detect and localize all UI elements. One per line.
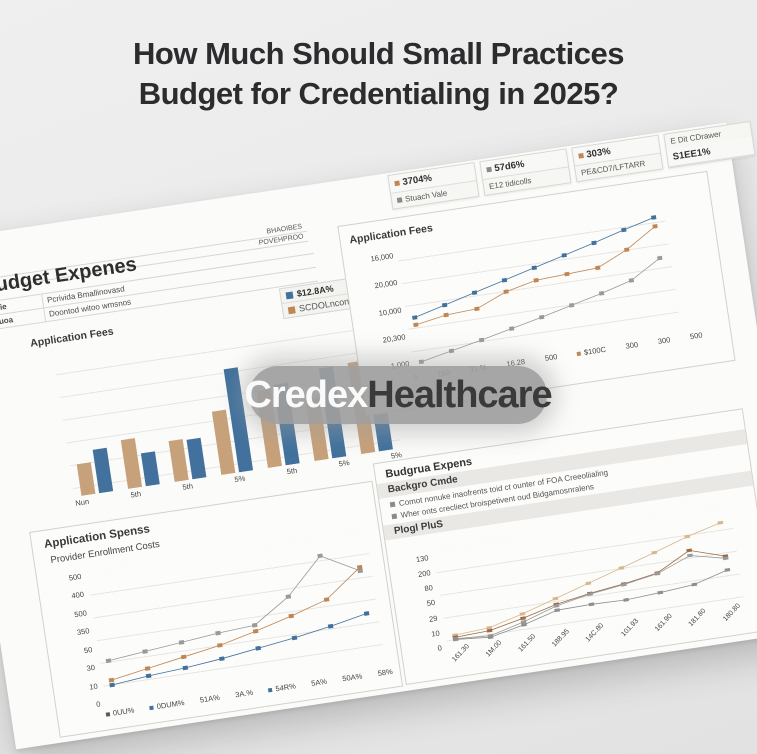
tick-label: 10: [430, 628, 441, 639]
tick-label: 500: [689, 330, 704, 342]
report-sheet: 3704% Stuach Vale 57d6% E12 tidicolls 30…: [0, 120, 757, 750]
stat-value: 3704%: [401, 172, 433, 188]
tick-label: 300: [624, 340, 639, 351]
budget-expens-panel: Budgrua Expens Backgro Cmde Comot nonuke…: [372, 408, 757, 686]
line-chart-canvas: [412, 215, 663, 365]
tick-label: 30: [85, 662, 96, 674]
tick-label: 300: [657, 335, 671, 346]
stat-box: 57d6% E12 tidicolls: [479, 148, 572, 197]
stat-label: Stuach Vale: [404, 188, 448, 204]
stat-value: S1EE1%: [672, 146, 712, 163]
tick-marker-icon: [576, 351, 582, 357]
stat-dot-icon: [396, 197, 403, 204]
tick-label: 5th: [129, 489, 142, 500]
tick-marker-icon: [105, 712, 111, 717]
budget-line-chart: [433, 506, 746, 654]
tick-label: 20,000: [373, 278, 398, 291]
stat-box: 3704% Stuach Vale: [387, 162, 480, 210]
stat-box: E Dit CDrawer S1EE1%: [663, 120, 756, 169]
tick-label: 0: [95, 699, 101, 709]
tick-label: 50: [426, 598, 436, 609]
stat-dot-icon: [578, 152, 584, 159]
tick-label: 0DUM%: [149, 698, 185, 712]
stat-value: 57d6%: [493, 158, 526, 175]
tick-label: 0UU%: [105, 705, 135, 718]
tick-label: 80: [423, 583, 434, 594]
tick-label: 500: [68, 571, 82, 583]
page-title: How Much Should Small Practices Budget f…: [0, 34, 757, 113]
tick-marker-icon: [149, 705, 155, 711]
brand-name-healthcare: Healthcare: [367, 373, 552, 416]
tick-label: 58%: [377, 666, 394, 679]
tick-label: 5%: [338, 457, 351, 469]
enrollment-costs-panel: Application Spenss Provider Enrollment C…: [29, 480, 404, 738]
stat-value: 303%: [585, 145, 612, 161]
tick-label: 5A%: [310, 676, 328, 688]
stat-label: E12 tidicolls: [488, 175, 533, 192]
brand-watermark: Credex Healthcare: [244, 366, 553, 424]
tick-label: 20,300: [382, 332, 407, 345]
brand-name-credex: Credex: [244, 373, 368, 416]
tick-label: 200: [417, 568, 432, 580]
legend-swatch-orange: [287, 306, 296, 315]
tick-label: 3A.%: [234, 687, 254, 700]
tick-label: 500: [73, 608, 88, 620]
tick-label: 400: [70, 590, 85, 601]
stat-box: 303% PE&CD7/LFTARR: [571, 134, 664, 183]
stat-dot-icon: [394, 180, 400, 187]
tick-label: 51A%: [199, 692, 221, 705]
line-chart-canvas: [105, 553, 370, 688]
enrollment-costs-line-chart: [86, 531, 386, 706]
tick-marker-icon: [268, 687, 273, 693]
tick-label: 5%: [233, 473, 246, 485]
tick-label: 5th: [181, 481, 194, 492]
tick-label: 350: [76, 626, 91, 638]
tick-label: 29: [428, 613, 438, 624]
tick-label: 130: [415, 553, 430, 565]
tick-label: 50A%: [341, 671, 363, 684]
page-title-line1: How Much Should Small Practices: [133, 36, 624, 71]
tick-label: 500: [544, 352, 558, 363]
stat-dot-icon: [486, 166, 492, 173]
tick-label: Nun: [74, 496, 90, 508]
tick-label: 54R%: [268, 681, 296, 694]
application-fees-line-chart: [394, 198, 682, 370]
tick-label: 50: [83, 644, 93, 655]
tick-label: 16,000: [369, 251, 394, 264]
legend-swatch-blue: [285, 291, 294, 300]
page-title-line2: Budget for Credentialing in 2025?: [138, 75, 619, 111]
tick-label: 5th: [286, 465, 298, 477]
tick-label: 10,000: [377, 305, 403, 318]
tick-label: 10: [88, 681, 99, 692]
tick-label: 0: [436, 643, 443, 653]
line-chart-canvas: [452, 520, 731, 642]
